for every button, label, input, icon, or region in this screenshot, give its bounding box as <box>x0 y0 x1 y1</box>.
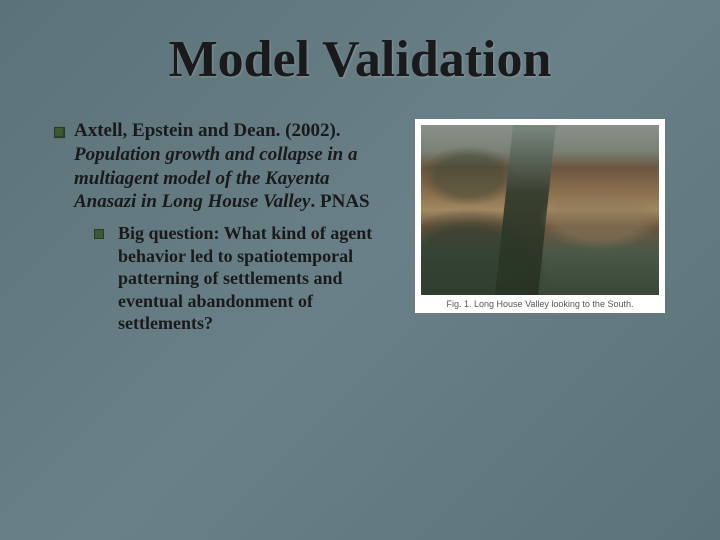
bullet-list-level2: Big question: What kind of agent behavio… <box>74 222 390 335</box>
bullet-list-level1: Axtell, Epstein and Dean. (2002). Popula… <box>50 119 390 335</box>
content-area: Axtell, Epstein and Dean. (2002). Popula… <box>50 119 670 345</box>
slide-title: Model Validation <box>50 30 670 89</box>
figure-frame: Fig. 1. Long House Valley looking to the… <box>415 119 665 313</box>
image-column: Fig. 1. Long House Valley looking to the… <box>410 119 670 345</box>
reference-prefix: Axtell, Epstein and Dean. (2002). <box>74 120 341 141</box>
text-column: Axtell, Epstein and Dean. (2002). Popula… <box>50 119 390 345</box>
list-item: Big question: What kind of agent behavio… <box>92 222 390 335</box>
figure-image <box>421 125 659 295</box>
sub-bullet-text: Big question: What kind of agent behavio… <box>118 223 372 333</box>
figure-caption: Fig. 1. Long House Valley looking to the… <box>421 295 659 309</box>
slide: Model Validation Axtell, Epstein and Dea… <box>0 0 720 540</box>
list-item: Axtell, Epstein and Dean. (2002). Popula… <box>50 119 390 335</box>
reference-suffix: . PNAS <box>311 191 370 212</box>
